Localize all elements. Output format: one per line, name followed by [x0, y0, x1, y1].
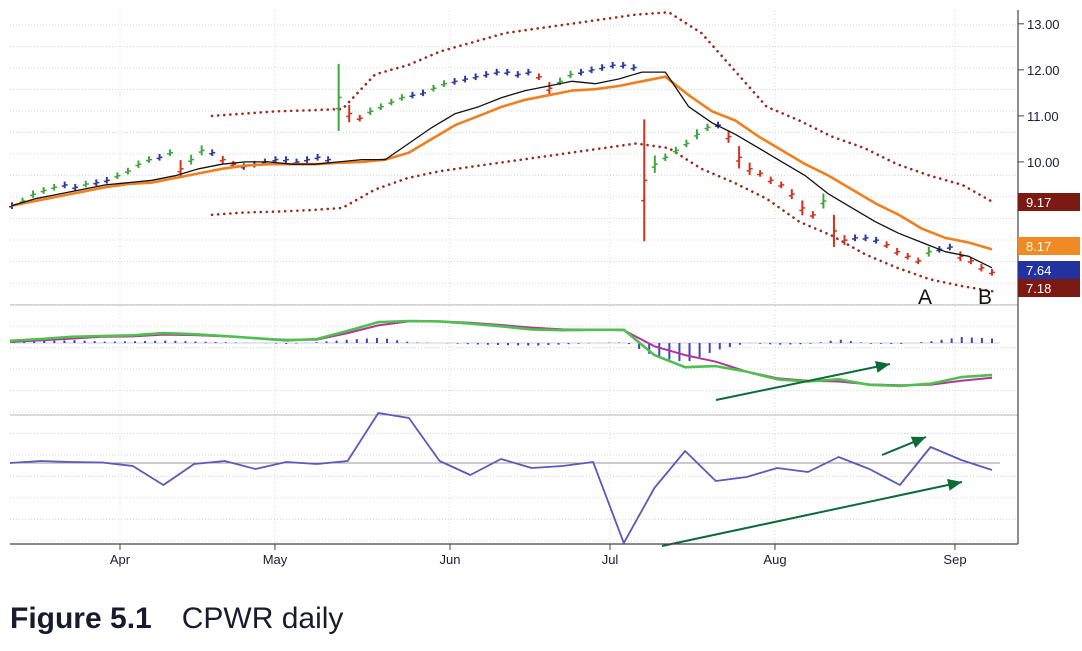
y-tick-label: 12.00 — [1027, 63, 1060, 78]
price-badge — [1018, 279, 1080, 297]
price-badge-label: 9.17 — [1026, 195, 1051, 210]
force-index-line — [9, 412, 993, 544]
y-tick-label: 10.00 — [1027, 155, 1060, 170]
price-badges: 9.17 8.17 7.64 7.18 — [1018, 193, 1080, 297]
price-badge-label: 7.18 — [1026, 281, 1051, 296]
x-tick-label: Aug — [763, 552, 786, 567]
arrow-force-short-head — [910, 436, 926, 448]
divergence-arrows — [661, 360, 963, 547]
price-badge — [1018, 237, 1080, 255]
price-badge — [1018, 193, 1080, 211]
price-badge-label: 8.17 — [1026, 239, 1051, 254]
moving-averages — [11, 71, 993, 269]
price-badge — [1018, 261, 1080, 279]
price-envelope — [210, 10, 997, 294]
force-index-panel — [9, 412, 1000, 544]
fast-ema-line — [11, 71, 993, 269]
arrow-force-long — [661, 481, 963, 547]
x-tick-label: Sep — [943, 552, 966, 567]
x-tick-label: Apr — [110, 552, 131, 567]
figure-label: Figure 5.1 — [10, 602, 152, 635]
x-tick-label: Jul — [602, 552, 619, 567]
figure-caption: Figure 5.1 CPWR daily — [10, 602, 343, 636]
lower-envelope-line — [210, 142, 997, 294]
arrow-macd-divergence — [715, 363, 891, 401]
grid-lines — [10, 10, 1018, 544]
arrow-force-long-head — [947, 479, 962, 491]
x-tick-label: Jun — [440, 552, 461, 567]
arrow-macd-divergence-head — [875, 360, 890, 373]
x-tick-label: May — [263, 552, 288, 567]
chart-background — [10, 10, 1018, 544]
macd-panel — [9, 319, 1000, 388]
annotations: A B — [918, 286, 992, 309]
upper-envelope-line — [210, 10, 997, 205]
price-bars — [9, 61, 995, 276]
axes: 10.00 11.00 12.00 13.00 Apr May Jun Jul Aug Sep — [10, 10, 1060, 567]
price-chart: 10.00 11.00 12.00 13.00 Apr May Jun Jul Aug Sep 9… — [9, 10, 1080, 567]
slow-ema-line — [11, 75, 993, 251]
price-badge-label: 7.64 — [1026, 263, 1051, 278]
annotation-a: A — [918, 286, 932, 309]
macd-line — [9, 319, 993, 388]
y-tick-label: 11.00 — [1027, 109, 1059, 124]
annotation-b: B — [978, 286, 992, 309]
figure-title: CPWR daily — [181, 602, 344, 635]
y-tick-label: 13.00 — [1027, 17, 1060, 32]
